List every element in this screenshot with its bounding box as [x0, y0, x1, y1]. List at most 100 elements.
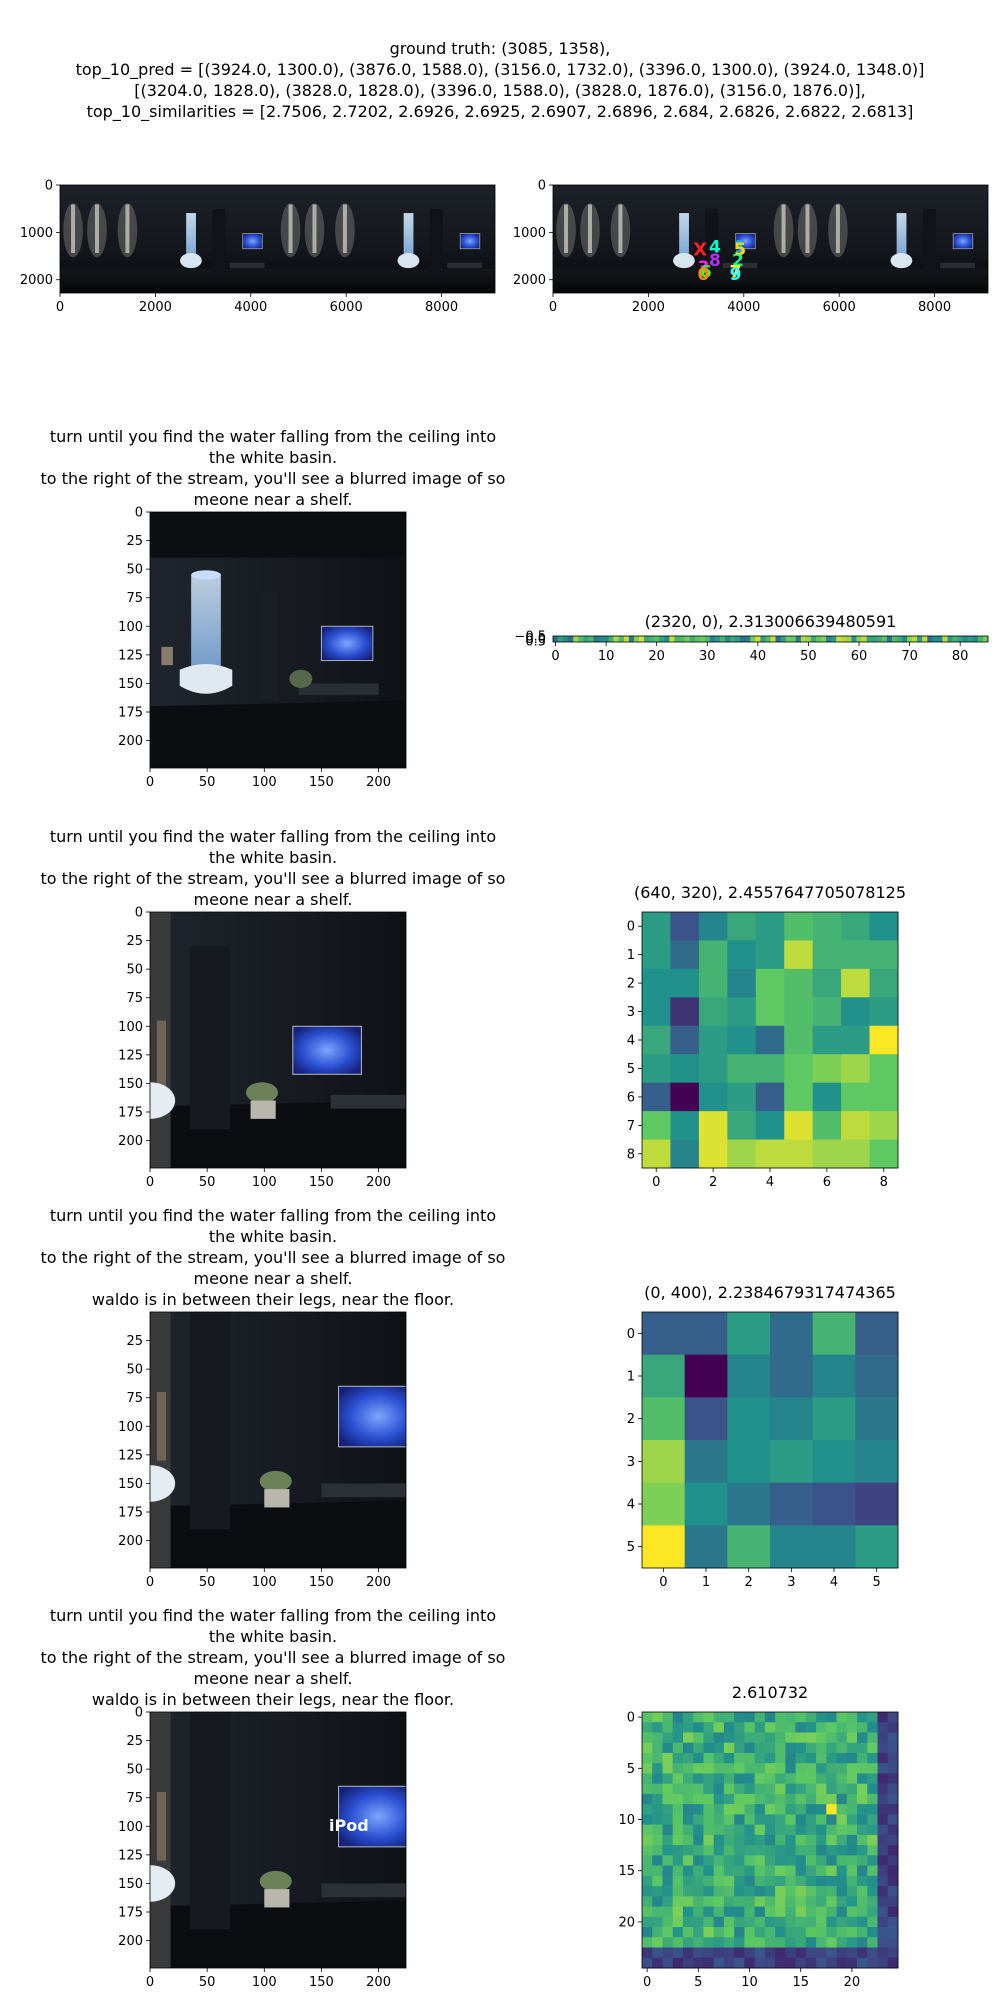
heatmap-3-xtick-label: 0 — [659, 1575, 667, 1590]
heatmap-4-cell — [785, 1906, 796, 1918]
pano-left-tv — [459, 233, 481, 250]
heatmap-4-cell — [682, 1742, 694, 1754]
heatmap-4-cell — [703, 1896, 715, 1907]
heatmap-4-cell — [805, 1712, 817, 1723]
heatmap-4-cell — [795, 1804, 807, 1815]
heatmap-1-title: (2320, 0), 2.313006639480591 — [645, 612, 897, 631]
pano-left-lamp-column — [71, 204, 76, 254]
heatmap-1-cell — [810, 636, 817, 642]
heatmap-4-cell — [642, 1783, 653, 1795]
heatmap-2-cell — [642, 1025, 671, 1055]
heatmap-4-cell — [652, 1845, 663, 1856]
heatmap-4-cell — [805, 1742, 817, 1754]
view-4-image — [150, 1712, 406, 1968]
view-4-title-line: turn until you find the water falling fr… — [50, 1606, 496, 1625]
heatmap-4-cell — [826, 1865, 837, 1877]
heatmap-4-cell — [682, 1834, 694, 1846]
heatmap-4-cell — [877, 1834, 889, 1846]
view-1-title-line: turn until you find the water falling fr… — [50, 427, 496, 446]
heatmap-4-cell — [785, 1896, 796, 1907]
heatmap-4-cell — [846, 1773, 858, 1785]
view-3-planter — [264, 1489, 290, 1508]
heatmap-4-cell — [642, 1824, 653, 1836]
heatmap-4-cell — [846, 1886, 858, 1897]
pano-left-basin — [397, 253, 420, 269]
heatmap-1-cell — [947, 636, 953, 642]
heatmap-4-cell — [693, 1793, 704, 1805]
heatmap-4-cell — [887, 1722, 899, 1733]
heatmap-4-cell — [816, 1783, 827, 1795]
heatmap-4-cell — [713, 1927, 725, 1938]
heatmap-4-cell — [652, 1793, 663, 1805]
view-3-xtick-label: 100 — [252, 1575, 277, 1590]
heatmap-4-cell — [672, 1722, 684, 1733]
view-4-xtick-label: 200 — [366, 1975, 391, 1990]
heatmap-4-cell — [805, 1722, 817, 1733]
heatmap-2-cell — [869, 1054, 899, 1084]
heatmap-4-cell — [857, 1937, 868, 1948]
heatmap-1-ytick-label: 0.5 — [525, 635, 546, 650]
heatmap-4-cell — [734, 1937, 745, 1948]
heatmap-4-cell — [805, 1957, 817, 1969]
heatmap-2-cell — [841, 1054, 870, 1084]
heatmap-1-cell — [891, 636, 898, 642]
pano-left-image — [60, 185, 495, 293]
heatmap-3-cell — [812, 1525, 856, 1569]
heatmap-4-cell — [713, 1834, 725, 1846]
heatmap-4-cell — [846, 1742, 858, 1754]
heatmap-2-cell — [812, 940, 842, 970]
heatmap-4-cell — [836, 1783, 848, 1795]
heatmap-4-cell — [764, 1824, 776, 1836]
heatmap-4-cell — [734, 1875, 745, 1887]
heatmap-2-ytick-label: 3 — [627, 1005, 635, 1020]
heatmap-4-cell — [672, 1732, 684, 1744]
heatmap-4-cell — [775, 1752, 786, 1764]
heatmap-4-cell — [877, 1763, 889, 1774]
heatmap-4-cell — [734, 1742, 745, 1754]
view-4-title-line: to the right of the stream, you'll see a… — [41, 1648, 506, 1667]
heatmap-3-cell — [812, 1440, 856, 1484]
heatmap-4-cell — [826, 1742, 837, 1754]
heatmap-1-cell — [679, 636, 685, 642]
heatmap-2-cell — [755, 997, 785, 1027]
heatmap-4-ytick-label: 15 — [618, 1864, 635, 1879]
view-4-ytick-label: 100 — [118, 1820, 143, 1835]
view-1-ytick-label: 125 — [118, 648, 143, 663]
heatmap-1-cell — [674, 636, 680, 642]
heatmap-4-cell — [723, 1906, 735, 1918]
pano-right-wall-block — [705, 208, 719, 274]
heatmap-1-cell — [861, 636, 868, 642]
heatmap-4-cell — [775, 1937, 786, 1948]
heatmap-4-cell — [816, 1824, 827, 1836]
prediction-marker-7: 7 — [730, 263, 742, 283]
heatmap-4-cell — [682, 1947, 694, 1959]
heatmap-4-cell — [887, 1957, 899, 1969]
heatmap-4-cell — [867, 1773, 878, 1785]
heatmap-2-cell — [812, 1025, 842, 1055]
heatmap-4-cell — [867, 1763, 878, 1774]
heatmap-4-cell — [754, 1906, 766, 1918]
heatmap-4-cell — [805, 1916, 817, 1928]
heatmap-4-cell — [775, 1947, 786, 1959]
view-4-shelf — [321, 1883, 406, 1898]
heatmap-4-cell — [887, 1752, 899, 1764]
heatmap-2-cell — [812, 997, 842, 1027]
view-1-title-line: the white basin. — [209, 448, 337, 467]
view-2-image — [150, 912, 406, 1168]
view-4-xtick-label: 150 — [309, 1975, 334, 1990]
heatmap-2-cell — [727, 1025, 757, 1055]
heatmap-2-cell — [642, 1111, 671, 1140]
heatmap-4-cell — [857, 1742, 868, 1754]
heatmap-4-cell — [836, 1865, 848, 1877]
heatmap-4-cell — [816, 1886, 827, 1897]
heatmap-4-cell — [703, 1886, 715, 1897]
heatmap-1-cell — [831, 636, 837, 642]
heatmap-4-cell — [662, 1886, 674, 1897]
heatmap-3-cell — [855, 1354, 899, 1398]
heatmap-1-cell — [977, 636, 984, 642]
heatmap-4-cell — [713, 1855, 725, 1866]
pano-right-tv — [952, 233, 974, 250]
heatmap-4-xtick-label: 0 — [643, 1975, 651, 1990]
pano-left-xtick-label: 6000 — [330, 300, 363, 315]
